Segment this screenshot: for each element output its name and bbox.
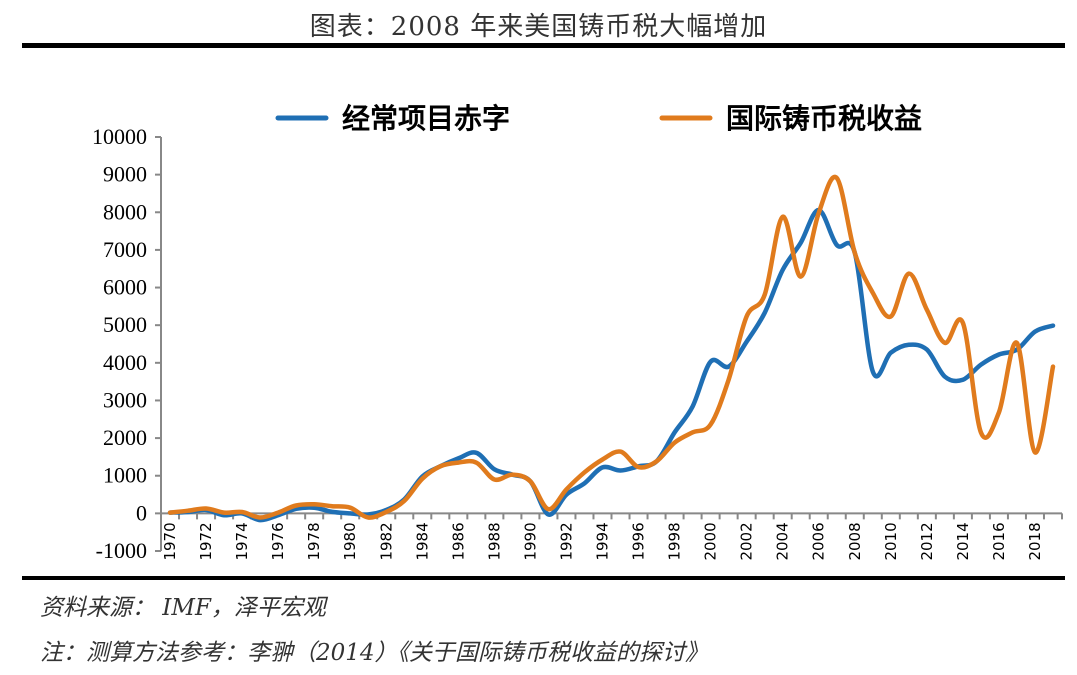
source-note: 资料来源： IMF，泽平宏观 [40,595,326,621]
legend: 经常项目赤字 国际铸币税收益 [275,102,922,135]
legend-label: 经常项目赤字 [342,102,510,135]
x-tick-label: 1992 [557,522,575,560]
x-tick-label: 1984 [413,522,431,560]
x-tick-label: 2006 [810,522,828,560]
x-tick-label: 2004 [774,522,792,560]
x-axis: 1970 1972 1974 1976 1978 1980 1982 1984 1986 1988… [160,512,1063,561]
x-tick-label: 2000 [702,522,720,560]
y-tick-label: 9000 [103,162,147,187]
y-axis: 1000090008000700060005000400030002000100… [92,124,162,563]
x-tick-label: 1990 [521,522,539,560]
x-tick-label: 2008 [846,522,864,560]
x-tick-label: 1972 [197,522,215,560]
x-tick-label: 1982 [377,522,395,560]
x-tick-label: 2012 [918,522,936,560]
y-tick-label: 0 [136,500,147,525]
x-tick-label: 1986 [449,522,467,560]
x-tick-label: 2002 [738,522,756,560]
y-tick-label: 3000 [103,387,147,412]
method-note: 注：测算方法参考：李翀（2014）《关于国际铸币税收益的探讨》 [40,640,709,666]
x-tick-label: 2018 [1026,522,1044,560]
y-tick-label: 7000 [103,237,147,262]
y-tick-label: 10000 [92,124,147,149]
legend-label: 国际铸币税收益 [726,102,922,135]
y-tick-label: 8000 [103,199,147,224]
x-tick-label: 1978 [305,522,323,560]
y-tick-label: 1000 [103,463,147,488]
series-lines [167,174,1056,523]
series-line-seigniorage-revenue [167,174,1056,520]
x-tick-label: 1974 [233,522,251,560]
y-tick-label: 6000 [103,275,147,300]
y-tick-label: 5000 [103,312,147,337]
x-tick-label: 1998 [666,522,684,560]
x-tick-label: 2014 [954,522,972,560]
chart-title: 图表：2008 年来美国铸币税大幅增加 [309,12,768,42]
series-line-current-account-deficit [167,207,1056,523]
x-tick-label: 2016 [990,522,1008,560]
y-tick-label: 2000 [103,425,147,450]
x-tick-label: 1970 [161,522,179,560]
y-tick-label: 4000 [103,350,147,375]
x-tick-label: 1994 [593,522,611,560]
x-tick-label: 1980 [341,522,359,560]
x-tick-label: 2010 [882,522,900,560]
bottom-rule [22,576,1065,580]
x-tick-label: 1996 [630,522,648,560]
y-tick-label: -1000 [96,538,147,563]
x-tick-label: 1976 [269,522,287,560]
top-rule [22,43,1065,48]
x-tick-label: 1988 [485,522,503,560]
